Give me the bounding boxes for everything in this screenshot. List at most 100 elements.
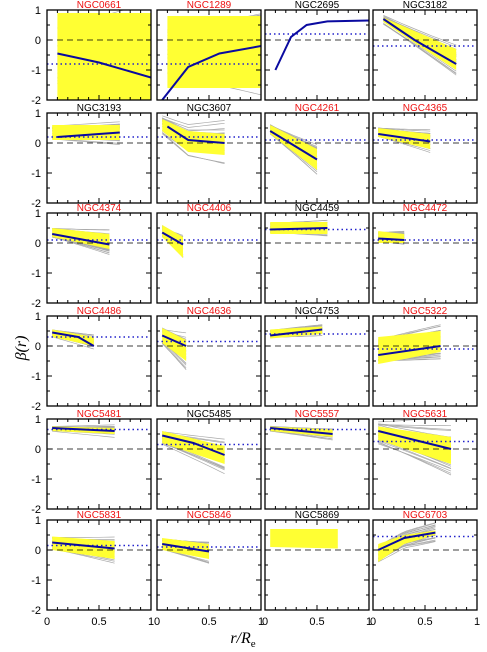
confidence-band: [378, 530, 436, 562]
panel-title: NGC5846: [187, 510, 232, 521]
panel-title: NGC3607: [187, 103, 232, 114]
best-fit-curve: [161, 434, 225, 456]
best-fit-curve: [161, 45, 261, 100]
panel-frame: [156, 315, 262, 407]
panel-title: NGC4365: [403, 103, 448, 114]
panel-ngc3607: NGC3607: [156, 103, 262, 204]
confidence-band: [162, 328, 187, 361]
model-curve: [383, 14, 457, 46]
model-curve: [52, 426, 115, 428]
panel-title: NGC5869: [295, 510, 340, 521]
panel-plot-area: [265, 124, 369, 175]
y-tick-label: -1: [31, 474, 41, 486]
panel-frame: [156, 519, 262, 611]
model-curve: [52, 424, 115, 427]
panel-ngc4406: NGC4406: [156, 203, 262, 304]
y-tick-label: 0: [35, 444, 41, 456]
y-tick-label: -2: [31, 198, 41, 210]
panel-ngc5631: NGC5631: [372, 409, 478, 510]
panel-ngc4261: NGC4261: [264, 103, 370, 204]
x-tick-label: 1: [148, 616, 154, 628]
best-fit-curve: [57, 131, 120, 138]
x-axis-label-subscript: e: [251, 638, 256, 650]
panel-ngc3182: NGC3182: [372, 0, 478, 101]
y-tick-label: -2: [31, 401, 41, 413]
panel-ngc5481: NGC5481 1 0 -1 -2: [31, 409, 152, 516]
panel-ngc4459: NGC4459: [264, 203, 370, 304]
model-curve: [162, 117, 225, 128]
panel-plot-area: [157, 115, 261, 165]
panel-plot-area: [157, 538, 261, 564]
panel-ngc2695: NGC2695: [264, 0, 370, 101]
y-tick-label: 1: [35, 208, 41, 220]
confidence-band: [270, 125, 317, 170]
confidence-band: [57, 13, 151, 100]
x-axis-label-main: r/R: [230, 630, 251, 647]
y-tick-label: -2: [31, 605, 41, 617]
panel-ngc5557: NGC5557: [264, 409, 370, 510]
x-tick-label: 0.5: [417, 616, 432, 628]
y-tick-label: 0: [35, 138, 41, 150]
panel-frame: [46, 212, 152, 304]
model-curve: [378, 439, 452, 469]
panel-plot-area: [47, 424, 151, 450]
panel-ngc5322: NGC5322: [372, 306, 478, 407]
panel-ngc5869: NGC5869 0 0.5 1: [262, 510, 372, 628]
panel-plot-area: [265, 219, 369, 244]
panel-frame: [156, 212, 262, 304]
panel-plot-area: [265, 19, 369, 71]
panel-title: NGC4636: [187, 306, 232, 317]
confidence-band: [52, 536, 115, 559]
panel-plot-area: [265, 425, 369, 450]
y-tick-label: 1: [35, 5, 41, 17]
panel-title: NGC3182: [403, 0, 448, 11]
panel-title: NGC5481: [77, 409, 122, 420]
x-tick-label: 0: [44, 616, 50, 628]
panel-plot-area: [373, 522, 477, 563]
panel-title: NGC4486: [77, 306, 122, 317]
model-curve: [378, 442, 452, 474]
confidence-band: [270, 529, 338, 549]
best-fit-curve: [378, 345, 441, 356]
model-curve: [378, 440, 452, 470]
panel-plot-area: [373, 419, 477, 476]
best-fit-curve: [382, 18, 457, 65]
model-curve: [162, 442, 225, 471]
panel-plot-area: [265, 529, 369, 551]
panel-ngc4472: NGC4472: [372, 203, 478, 304]
panel-title: NGC4406: [187, 203, 232, 214]
model-curve: [383, 23, 457, 75]
best-fit-curve: [377, 430, 452, 450]
panel-ngc4636: NGC4636: [156, 306, 262, 407]
panel-plot-area: [373, 230, 477, 245]
panel-ngc3193: NGC3193 1 0 -1 -2: [31, 103, 152, 210]
panel-frame: [372, 212, 478, 304]
model-curve: [161, 342, 187, 370]
best-fit-curve: [52, 541, 115, 550]
panel-title: NGC6703: [403, 510, 448, 521]
x-tick-label: 1: [366, 616, 372, 628]
best-fit-curve: [269, 130, 318, 161]
panel-title: NGC5322: [403, 306, 448, 317]
best-fit-curve: [378, 133, 431, 143]
panel-frame: [46, 315, 152, 407]
panel-ngc4486: NGC4486 1 0 -1 -2: [31, 306, 152, 413]
y-tick-label: 0: [35, 35, 41, 47]
model-curve: [52, 336, 94, 350]
model-curve: [383, 16, 457, 48]
y-tick-label: 1: [35, 515, 41, 527]
y-tick-label: 1: [35, 311, 41, 323]
model-curve: [378, 443, 452, 472]
panel-title: NGC4753: [295, 306, 340, 317]
panel-plot-area: [47, 121, 151, 145]
panel-ngc4753: NGC4753: [264, 306, 370, 407]
model-curve: [378, 127, 431, 131]
best-fit-curve: [52, 233, 110, 246]
model-curve: [269, 133, 318, 175]
best-fit-curve: [52, 427, 115, 432]
panel-title: NGC5485: [187, 409, 232, 420]
panel-ngc4365: NGC4365: [372, 103, 478, 204]
